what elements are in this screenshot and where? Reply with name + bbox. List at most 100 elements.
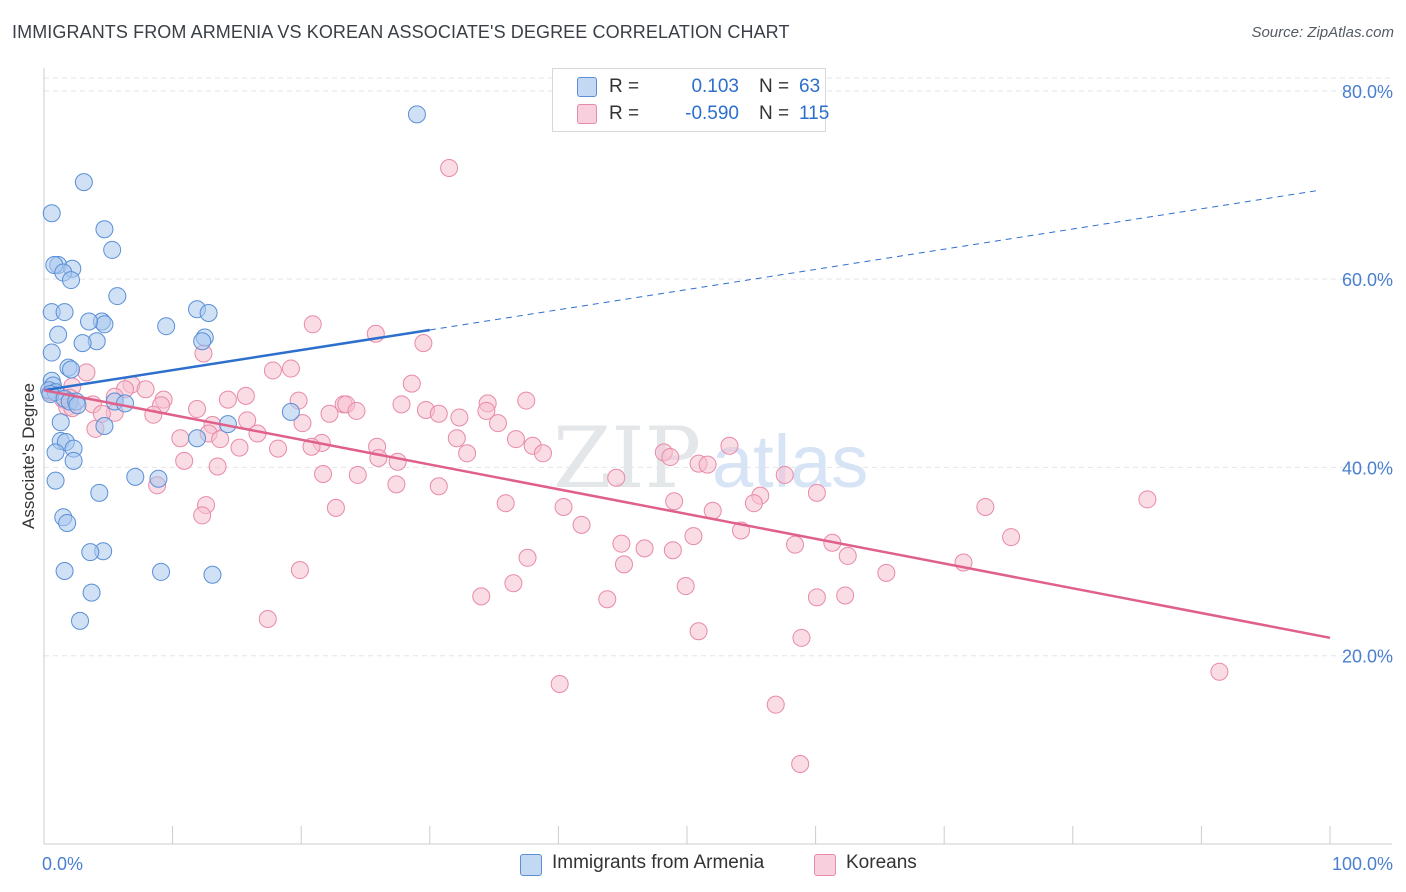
point-koreans xyxy=(77,363,96,382)
point-koreans xyxy=(392,395,411,414)
point-armenia xyxy=(58,513,77,532)
legend-n-value: 115 xyxy=(799,103,830,124)
point-koreans xyxy=(429,404,448,423)
point-armenia xyxy=(157,317,176,336)
legend-n-value: 63 xyxy=(799,76,821,97)
point-koreans xyxy=(211,430,230,449)
chart-title: IMMIGRANTS FROM ARMENIA VS KOREAN ASSOCI… xyxy=(12,22,790,42)
point-koreans xyxy=(281,359,300,378)
point-koreans xyxy=(775,465,794,484)
point-armenia xyxy=(68,396,87,415)
trend-line-armenia-extension xyxy=(429,190,1318,331)
point-koreans xyxy=(1210,662,1229,681)
point-koreans xyxy=(450,408,469,427)
point-koreans xyxy=(447,429,466,448)
point-armenia xyxy=(116,394,135,413)
point-koreans xyxy=(144,405,163,424)
point-koreans xyxy=(387,475,406,494)
stats-legend: R = 0.103 N = 63 R = -0.590 N = 115 xyxy=(552,68,830,132)
point-armenia xyxy=(199,304,218,323)
point-armenia xyxy=(95,315,114,334)
bottom-legend-swatch-koreans xyxy=(814,854,836,876)
armenia-points xyxy=(40,105,426,630)
point-koreans xyxy=(477,401,496,420)
point-koreans xyxy=(429,477,448,496)
point-koreans xyxy=(635,539,654,558)
point-koreans xyxy=(976,497,995,516)
point-koreans xyxy=(258,609,277,628)
watermark: ZIP atlas xyxy=(553,409,868,507)
point-koreans xyxy=(598,590,617,609)
point-armenia xyxy=(108,287,127,306)
point-armenia xyxy=(42,204,61,223)
point-koreans xyxy=(136,380,155,399)
point-armenia xyxy=(90,483,109,502)
point-koreans xyxy=(218,390,237,409)
watermark-atlas: atlas xyxy=(712,420,868,503)
point-koreans xyxy=(348,465,367,484)
point-koreans xyxy=(504,574,523,593)
point-koreans xyxy=(612,534,631,553)
y-tick-label: 60.0% xyxy=(1342,270,1393,290)
legend-swatch-armenia xyxy=(577,77,597,97)
point-koreans xyxy=(836,586,855,605)
point-armenia xyxy=(193,332,212,351)
point-armenia xyxy=(71,611,90,630)
point-koreans xyxy=(517,391,536,410)
point-armenia xyxy=(73,334,92,353)
point-koreans xyxy=(496,494,515,513)
axes xyxy=(43,68,1392,845)
point-armenia xyxy=(62,360,81,379)
point-armenia xyxy=(51,413,70,432)
point-koreans xyxy=(518,548,537,567)
point-armenia xyxy=(42,343,61,362)
point-koreans xyxy=(663,541,682,560)
point-koreans xyxy=(171,429,190,448)
bottom-legend-swatch-armenia xyxy=(520,854,542,876)
point-koreans xyxy=(676,577,695,596)
point-koreans xyxy=(369,449,388,467)
bottom-legend-label-koreans: Koreans xyxy=(846,852,917,873)
point-koreans xyxy=(293,414,312,433)
point-koreans xyxy=(440,159,459,178)
point-koreans xyxy=(472,587,491,606)
point-armenia xyxy=(49,325,68,344)
point-armenia xyxy=(74,173,93,192)
point-armenia xyxy=(62,271,81,290)
trend-line-koreans xyxy=(43,388,1331,640)
point-koreans xyxy=(326,498,345,517)
point-koreans xyxy=(290,561,309,580)
point-koreans xyxy=(320,404,339,423)
point-koreans xyxy=(684,527,703,546)
point-koreans xyxy=(414,334,433,353)
grid-lines xyxy=(44,77,1392,657)
point-armenia xyxy=(407,105,426,124)
point-koreans xyxy=(554,497,573,516)
point-koreans xyxy=(661,448,680,467)
point-koreans xyxy=(347,401,366,420)
y-axis-title: Associate's Degree xyxy=(19,383,38,529)
point-koreans xyxy=(550,674,569,693)
bottom-legend-label-armenia: Immigrants from Armenia xyxy=(552,852,765,873)
legend-r-value: 0.103 xyxy=(691,76,739,97)
x-tick-label: 100.0% xyxy=(1332,854,1393,874)
trend-lines xyxy=(43,190,1331,640)
point-koreans xyxy=(807,483,826,502)
point-koreans xyxy=(506,430,525,449)
y-axis-title-group: Associate's Degree xyxy=(19,383,38,529)
point-koreans xyxy=(269,439,288,458)
point-armenia xyxy=(152,562,171,581)
point-koreans xyxy=(698,455,717,474)
point-armenia xyxy=(95,416,114,435)
point-armenia xyxy=(188,429,207,448)
point-koreans xyxy=(263,361,282,380)
point-armenia xyxy=(55,303,74,322)
point-koreans xyxy=(193,506,212,525)
point-koreans xyxy=(744,494,763,513)
point-armenia xyxy=(82,583,101,602)
point-koreans xyxy=(792,628,811,647)
point-koreans xyxy=(1138,490,1157,509)
legend-n-label: N = xyxy=(759,76,790,97)
legend-r-label: R = xyxy=(609,76,640,97)
